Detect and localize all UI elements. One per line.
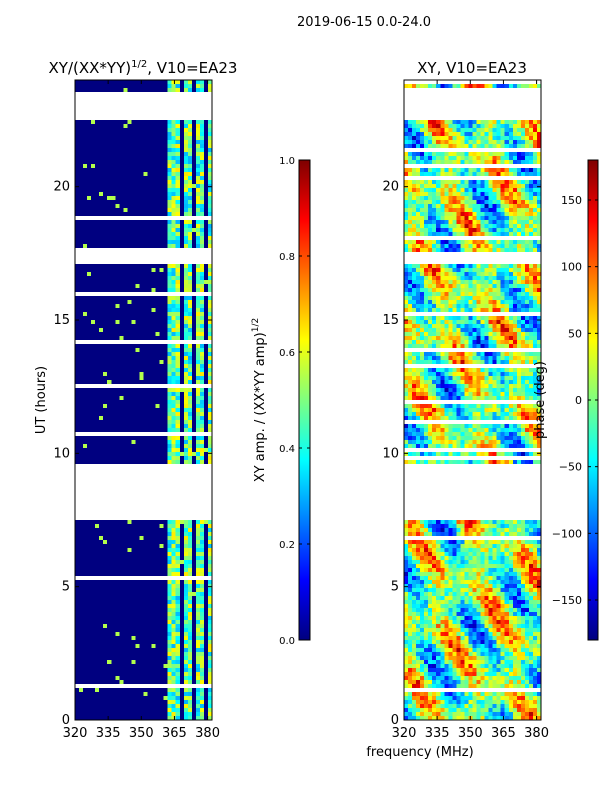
amp-panel: XY/(XX*YY)1/2, V10=EA23 320 335 350 365 380 …	[34, 59, 237, 741]
phase-colorbar-label: phase (deg)	[533, 361, 548, 439]
y-tick-label: 10	[382, 446, 399, 461]
phase-panel-title: XY, V10=EA23	[417, 59, 527, 77]
y-tick-label: 5	[391, 580, 399, 595]
colorbar-tick-label: 0.4	[279, 444, 295, 455]
x-tick-label: 365	[162, 726, 187, 741]
colorbar-tick-label: 0.6	[279, 348, 295, 359]
colorbar-tick-label: 100	[561, 261, 582, 274]
amp-y-ticks: 0 5 10 15 20	[53, 180, 212, 728]
amp-colorbar-label-main: XY amp. / (XX*YY amp)	[253, 332, 268, 482]
phase-plot-frame	[403, 79, 542, 721]
colorbar-tick-label: 0.8	[279, 252, 295, 263]
x-tick-label: 335	[96, 726, 121, 741]
figure-suptitle: 2019-06-15 0.0-24.0	[297, 15, 431, 30]
amp-colorbar-label-sup: 1/2	[251, 318, 261, 332]
amp-colorbar-ticks: 0.0 0.2 0.4 0.6 0.8 1.0	[279, 156, 310, 647]
amp-title-tail: , V10=EA23	[147, 59, 237, 77]
x-tick-label: 365	[491, 726, 516, 741]
amp-plot-frame	[74, 79, 213, 721]
amp-y-axis-label: UT (hours)	[34, 366, 49, 434]
x-tick-label: 350	[458, 726, 483, 741]
phase-y-ticks: 0 5 10 15 20	[382, 180, 541, 728]
phase-colorbar: −150 −100 −50 0 50 100 150 phase (deg)	[533, 159, 599, 641]
y-tick-label: 20	[382, 180, 399, 195]
x-tick-label: 380	[524, 726, 549, 741]
x-tick-label: 335	[425, 726, 450, 741]
colorbar-tick-label: 1.0	[279, 156, 295, 167]
colorbar-tick-label: −150	[552, 594, 582, 607]
colorbar-tick-label: −50	[559, 461, 582, 474]
phase-heatmap-cells	[404, 80, 541, 720]
colorbar-tick-label: 50	[568, 327, 582, 340]
colorbar-tick-label: −100	[552, 527, 582, 540]
x-tick-label: 350	[129, 726, 154, 741]
y-tick-label: 20	[53, 180, 70, 195]
colorbar-tick-label: 0.0	[279, 636, 295, 647]
x-tick-label: 320	[392, 726, 417, 741]
y-tick-label: 15	[382, 313, 399, 328]
amp-colorbar-bar	[298, 159, 311, 641]
y-tick-label: 10	[53, 446, 70, 461]
amp-title-main: XY/(XX*YY)	[49, 59, 132, 77]
amp-x-ticks: 320 335 350 365 380	[63, 80, 220, 741]
phase-x-ticks: 320 335 350 365 380	[392, 80, 549, 741]
y-tick-label: 5	[62, 580, 70, 595]
colorbar-tick-label: 150	[561, 194, 582, 207]
x-tick-label: 320	[63, 726, 88, 741]
amp-heatmap	[75, 80, 212, 720]
amp-colorbar: 0.0 0.2 0.4 0.6 0.8 1.0 XY amp. / (XX*YY amp)…	[251, 156, 311, 647]
phase-x-axis-label: frequency (MHz)	[366, 745, 473, 760]
amp-heatmap-cells	[75, 80, 212, 720]
colorbar-tick-label: 0	[575, 394, 582, 407]
colorbar-tick-label: 0.2	[279, 540, 295, 551]
amp-panel-title: XY/(XX*YY)1/2, V10=EA23	[49, 59, 238, 77]
x-tick-label: 380	[195, 726, 220, 741]
phase-heatmap	[404, 80, 541, 720]
phase-colorbar-ticks: −150 −100 −50 0 50 100 150	[552, 194, 598, 607]
amp-title-sup: 1/2	[131, 59, 147, 70]
amp-colorbar-label: XY amp. / (XX*YY amp)1/2	[251, 318, 268, 482]
y-tick-label: 0	[391, 713, 399, 728]
y-tick-label: 0	[62, 713, 70, 728]
phase-panel: XY, V10=EA23 320 335 350 365 380 0 5 10 15 20 fr…	[366, 59, 549, 760]
y-tick-label: 15	[53, 313, 70, 328]
